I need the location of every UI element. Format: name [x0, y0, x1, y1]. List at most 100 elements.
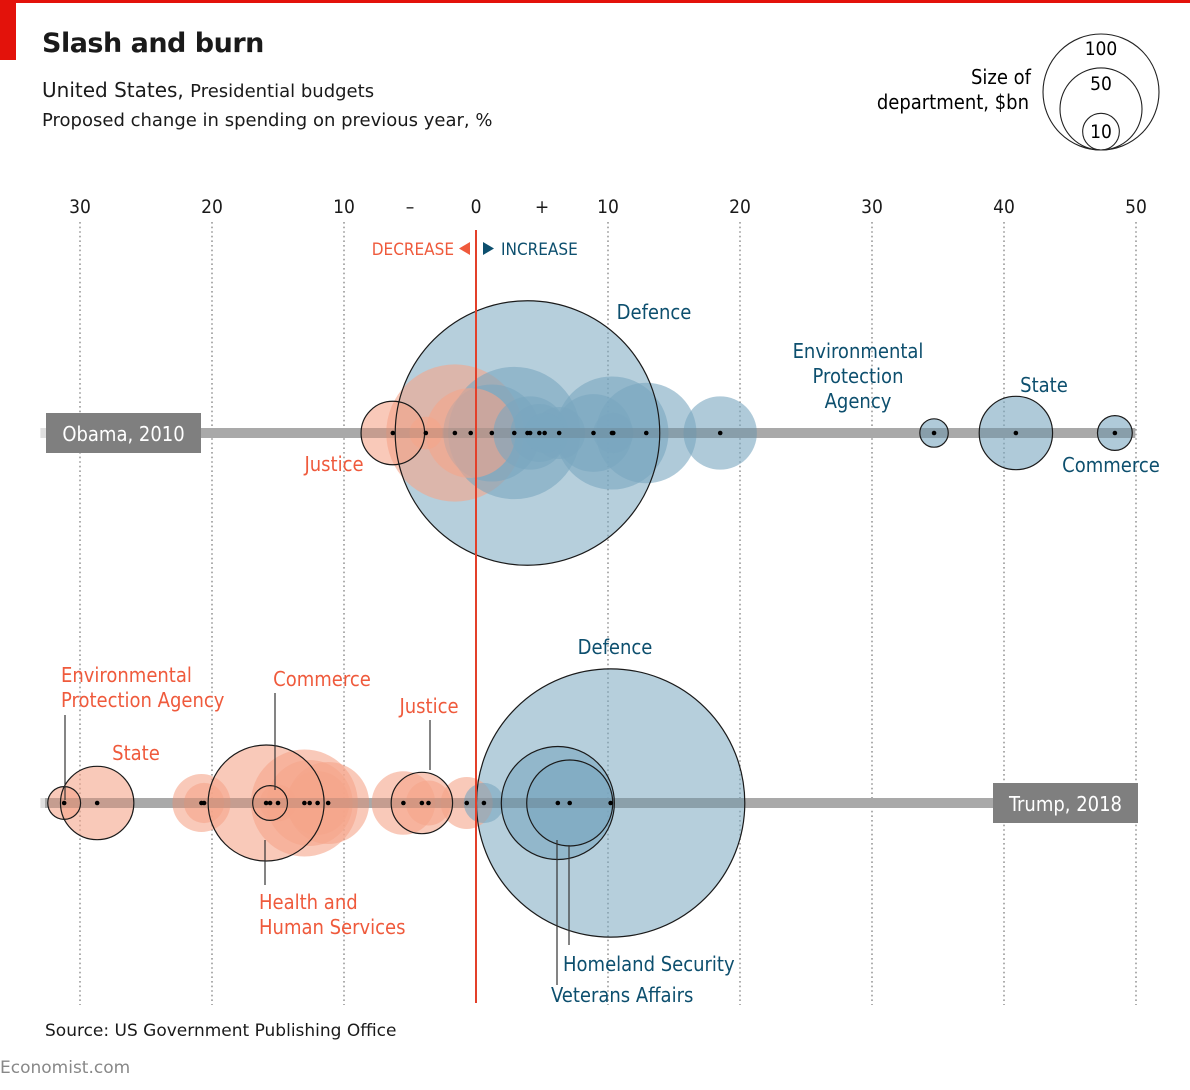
label-commerce-2018: Commerce	[273, 667, 371, 691]
bubble-center-dot	[201, 800, 207, 806]
decrease-arrow-icon	[459, 242, 470, 255]
increase-arrow-icon	[483, 242, 494, 255]
bubble-outline	[394, 300, 661, 566]
label-hhs-2018: Human Services	[259, 915, 406, 939]
subtitle-country: United States,	[42, 78, 184, 102]
bubble-center-dot	[401, 800, 406, 806]
label-justice-2018: Justice	[398, 694, 458, 718]
bubble-center-dot	[556, 430, 562, 436]
subtitle-budgets: Presidential budgets	[190, 81, 375, 102]
bubble-outline	[252, 784, 289, 821]
decrease-label: DECREASE	[372, 240, 454, 260]
label-epa-2010: Environmental	[793, 339, 924, 363]
bubble-center-dot	[267, 800, 273, 806]
bubble-center-dot	[464, 800, 470, 806]
label-homeland-2018: Homeland Security	[563, 952, 735, 976]
bubble-outline	[390, 771, 454, 835]
bubble-center-dot	[94, 800, 100, 806]
bubble-center-dot	[931, 430, 937, 436]
source-note: Source: US Government Publishing Office	[45, 1021, 397, 1041]
bubble-outline	[919, 418, 949, 448]
bubble-center-dot	[61, 800, 67, 806]
bubble-center-dot	[610, 430, 616, 436]
bubble-center-dot	[315, 800, 320, 806]
bubble-center-dot	[608, 800, 613, 806]
bubble-center-dot	[525, 430, 530, 436]
axis-tick-label: 40	[993, 196, 1015, 218]
bubble-outline	[978, 395, 1054, 471]
label-hhs-2018: Health and	[259, 890, 358, 914]
chart-title: Slash and burn	[42, 28, 264, 59]
bubble-outline	[1096, 415, 1133, 452]
axis-tick-label: 20	[729, 196, 751, 218]
legend-title: Size of	[971, 65, 1032, 89]
row-trump-2018	[40, 668, 1136, 938]
row-label-obama-box	[46, 413, 201, 453]
label-state-2010: State	[1020, 373, 1068, 397]
axis-tick-label: 30	[69, 196, 91, 218]
bubble-center-dot	[717, 430, 723, 436]
bubble-center-dot	[390, 430, 396, 436]
top-rule	[0, 0, 1190, 3]
bubble-outline	[500, 745, 615, 861]
bubble-center-dot	[591, 430, 596, 436]
label-defence-2010: Defence	[617, 300, 692, 324]
row-obama-2010	[40, 300, 1136, 566]
label-epa-2018: Environmental	[61, 663, 192, 687]
bubble-center-dot	[643, 430, 649, 436]
axis-sign-label: +	[535, 196, 549, 218]
axis-tick-label: 30	[861, 196, 883, 218]
axis-sign-label: –	[406, 196, 415, 218]
legend-size-label: 100	[1085, 38, 1118, 60]
label-commerce-2010: Commerce	[1062, 453, 1160, 477]
bubble-center-dot	[481, 800, 487, 806]
axis-tick-label: 50	[1125, 196, 1147, 218]
bubble-center-dot	[307, 800, 312, 806]
track-overlay	[40, 798, 1136, 808]
bubble-center-dot	[555, 800, 561, 806]
label-state-2018: State	[112, 741, 160, 765]
bubble-center-dot	[511, 430, 517, 436]
chart-measure: Proposed change in spending on previous …	[42, 110, 493, 131]
bubble-center-dot	[452, 430, 458, 436]
bubble-outline	[47, 785, 82, 821]
brand-footer: Economist.com	[0, 1058, 131, 1078]
bubble-center-dot	[537, 430, 542, 436]
bubble-center-dot	[419, 800, 425, 806]
axis-tick-label: 20	[201, 196, 223, 218]
legend-title: department, $bn	[877, 90, 1029, 114]
bubble-outline	[59, 765, 135, 841]
label-defence-2018: Defence	[578, 635, 653, 659]
label-epa-2010: Agency	[825, 389, 892, 413]
axis-tick-label: 0	[471, 196, 482, 218]
bubble-center-dot	[1112, 430, 1118, 436]
row-label-obama: Obama, 2010	[62, 422, 184, 446]
axis-tick-label: 10	[597, 196, 619, 218]
bubble-center-dot	[426, 800, 431, 806]
bubble-outline	[207, 744, 325, 862]
bubble-center-dot	[1013, 430, 1019, 436]
bubble-center-dot	[542, 430, 547, 436]
bubble-center-dot	[489, 430, 495, 436]
bubble-center-dot	[423, 430, 429, 436]
bubble-center-dot	[468, 430, 474, 436]
bubble-center-dot	[302, 800, 307, 806]
increase-label: INCREASE	[501, 240, 578, 260]
chart-subtitle: United States, Presidential budgets	[42, 78, 374, 102]
label-veterans-2018: Veterans Affairs	[551, 983, 693, 1007]
row-label-trump-box	[993, 783, 1138, 823]
track-overlay	[40, 428, 1136, 438]
label-epa-2018: Protection Agency	[61, 688, 225, 712]
bubble-center-dot	[567, 800, 573, 806]
legend-circle	[1082, 112, 1120, 151]
bubble-center-dot	[263, 800, 269, 806]
label-epa-2010: Protection	[813, 364, 904, 388]
label-justice-2010: Justice	[303, 452, 363, 476]
axis-tick-label: 10	[333, 196, 355, 218]
brand-tag	[0, 0, 16, 60]
legend-size-label: 50	[1090, 73, 1112, 95]
bubble-center-dot	[275, 800, 281, 806]
bubble-center-dot	[325, 800, 331, 806]
row-label-trump: Trump, 2018	[1008, 792, 1122, 816]
